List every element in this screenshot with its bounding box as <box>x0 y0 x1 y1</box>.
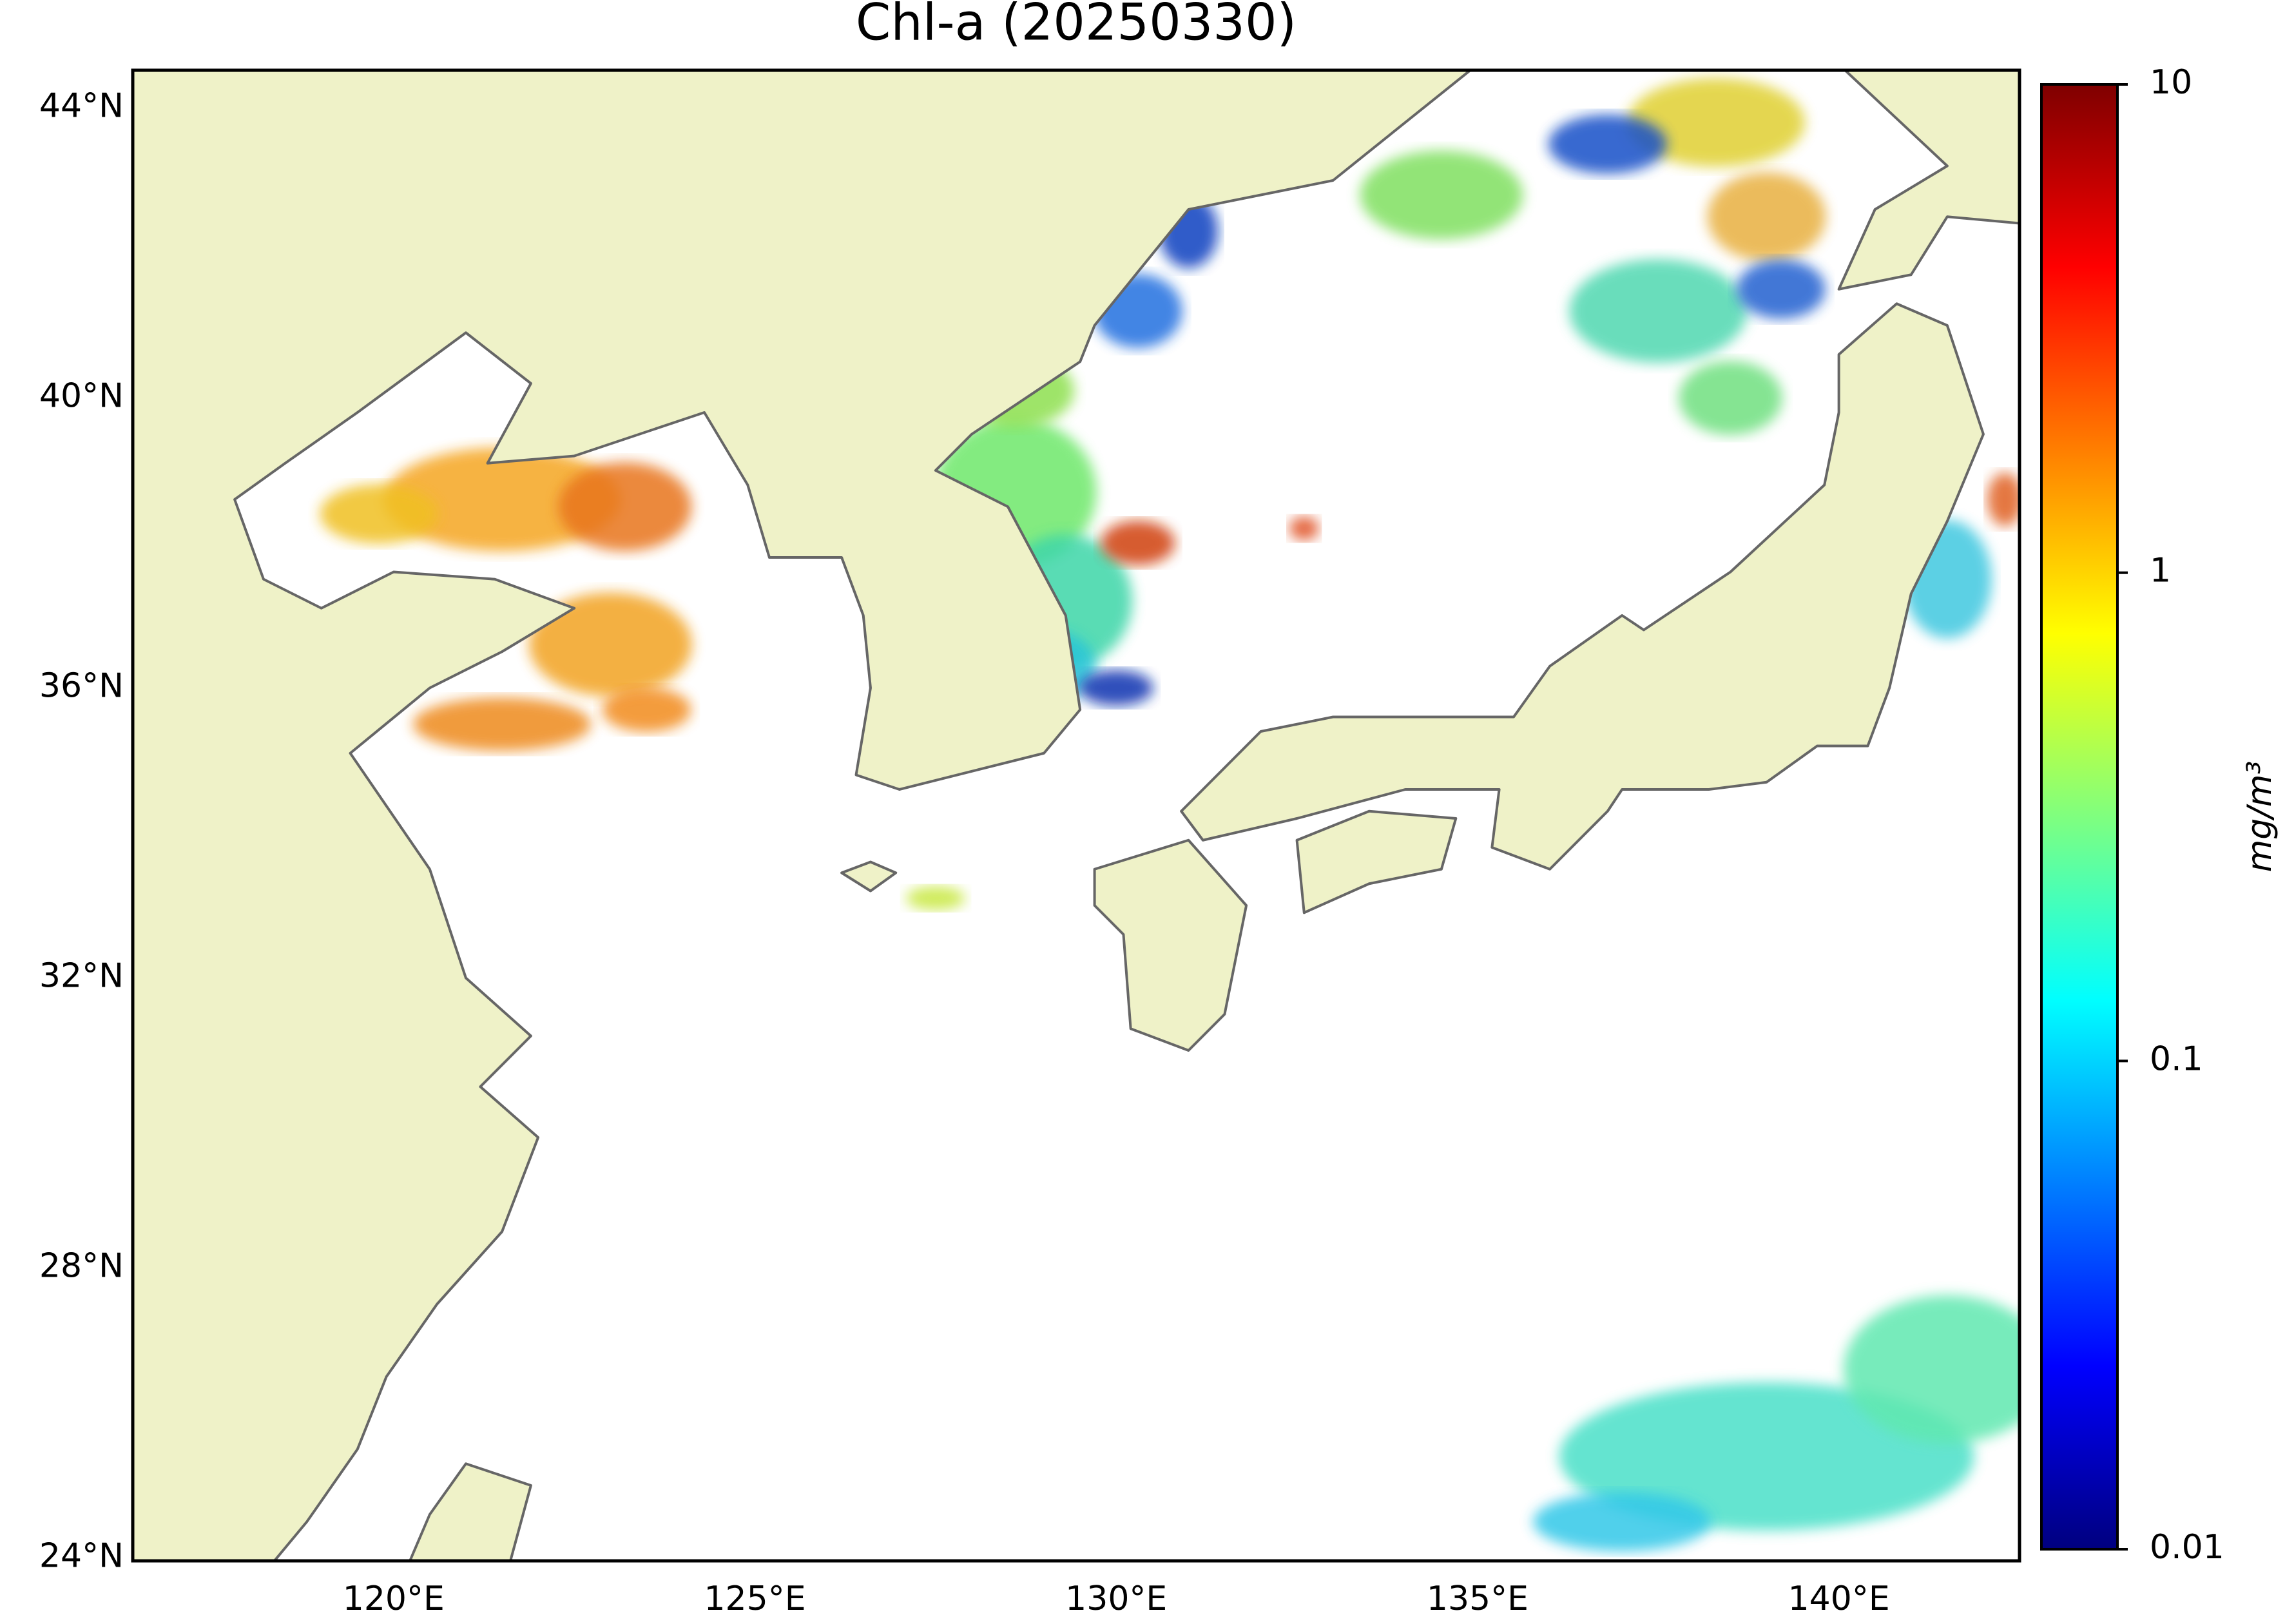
map-area <box>133 70 2020 1561</box>
colorbar-label: mg/m³ <box>2241 761 2279 873</box>
x-tick-label: 125°E <box>704 1580 805 1618</box>
chl-patch <box>383 447 621 552</box>
chl-patch <box>1360 150 1523 240</box>
land <box>408 1462 532 1561</box>
x-tick-label: 140°E <box>1788 1580 1890 1618</box>
land <box>1093 838 1248 1052</box>
chl-patch <box>1533 1492 1711 1552</box>
y-tick-label: 24°N <box>39 1537 124 1576</box>
x-tick-label: 130°E <box>1065 1580 1167 1618</box>
chart-title: Chl-a (20250330) <box>856 0 1297 52</box>
chl-patch <box>1548 114 1667 174</box>
chl-patch <box>558 462 692 552</box>
land <box>840 860 898 893</box>
chl-patch <box>528 592 692 697</box>
land <box>1295 809 1458 914</box>
chl-patch <box>1627 78 1806 167</box>
land <box>133 70 1472 1561</box>
chl-patch <box>320 484 439 544</box>
y-tick-label: 40°N <box>39 377 124 416</box>
y-tick-label: 28°N <box>39 1247 124 1286</box>
chl-patch <box>1569 259 1748 363</box>
colorbar-tick-label: 1 <box>2150 552 2171 590</box>
x-tick-label: 135°E <box>1427 1580 1528 1618</box>
chl-patch <box>602 687 691 732</box>
chl-patch <box>413 697 592 751</box>
chl-patch <box>1736 259 1826 319</box>
chl-patch <box>1559 1382 1974 1531</box>
plot-frame <box>131 68 2021 1563</box>
colorbar-tick-label: 0.01 <box>2150 1528 2224 1567</box>
y-tick-label: 36°N <box>39 667 124 706</box>
chl-patch <box>1843 1295 2020 1444</box>
chl-patch <box>1079 670 1153 706</box>
chl-patch <box>1707 172 1826 262</box>
colorbar <box>2040 83 2119 1551</box>
land <box>1180 302 1985 871</box>
chl-patch <box>905 886 965 911</box>
colorbar-tick-label: 0.1 <box>2150 1039 2203 1078</box>
chl-patch <box>1289 516 1319 541</box>
chl-patch <box>1678 361 1782 435</box>
x-tick-label: 120°E <box>343 1580 445 1618</box>
y-tick-label: 44°N <box>39 87 124 126</box>
chl-patch <box>1101 521 1175 565</box>
land <box>1837 70 2020 291</box>
y-tick-label: 32°N <box>39 957 124 996</box>
chl-patch <box>1987 472 2020 527</box>
colorbar-tick-label: 10 <box>2150 63 2192 102</box>
